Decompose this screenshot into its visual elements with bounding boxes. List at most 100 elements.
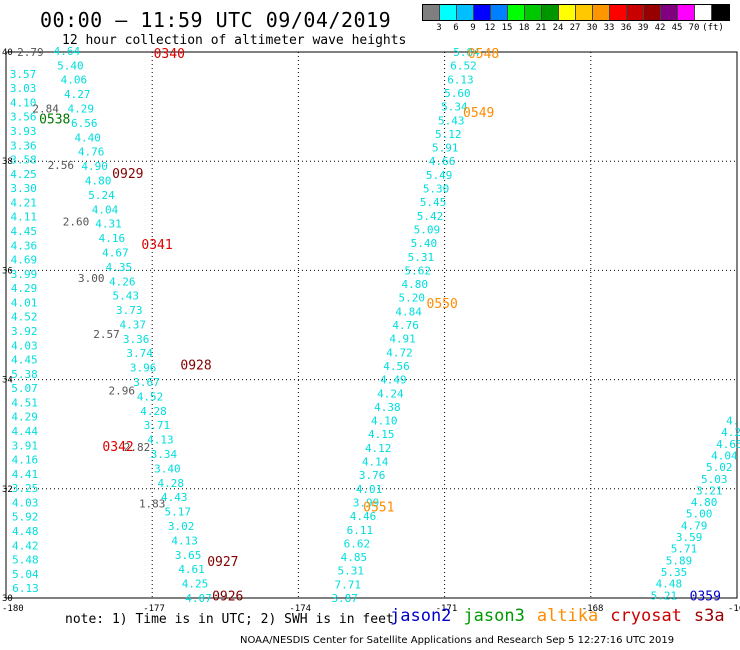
wave-height-value: 5.24 (88, 189, 115, 202)
wave-height-value: 6.13 (447, 73, 474, 86)
wave-height-value: 4.16 (12, 454, 39, 467)
wave-height-value: 5.09 (414, 223, 441, 236)
pass-time-label: 0550 (427, 297, 458, 312)
legend-label: 42 (654, 23, 666, 33)
wave-height-value: 3.99 (353, 496, 380, 509)
wave-height-value: 3.91 (12, 439, 39, 452)
wave-height-value: 2.96 (108, 385, 135, 398)
wave-height-value: 4.26 (109, 275, 136, 288)
wave-height-value: 4.01 (356, 483, 383, 496)
wave-height-value: 4.85 (341, 551, 368, 564)
legend-label: 21 (535, 23, 547, 33)
wave-height-value: 6.56 (71, 117, 98, 130)
legend-swatch (695, 5, 712, 20)
legend-swatch (678, 5, 695, 20)
latitude-label: 40 (2, 48, 13, 58)
legend-label: 9 (470, 23, 476, 33)
wave-height-value: 4.45 (11, 225, 38, 238)
wave-height-value: 7.71 (334, 578, 361, 591)
pass-time-label: 0548 (468, 47, 499, 62)
wave-height-value: 5.42 (417, 210, 444, 223)
wave-height-value: 5.48 (12, 554, 39, 567)
wave-height-value: 4.37 (119, 318, 146, 331)
wave-height-value: 4.67 (102, 246, 129, 259)
latitude-label: 34 (2, 376, 13, 386)
wave-height-value: 4.25 (182, 578, 209, 591)
wave-height-value: 4.13 (171, 534, 198, 547)
legend-label: 3 (436, 23, 442, 33)
wave-height-value: 2.56 (48, 159, 75, 172)
wave-height-value: 4.36 (11, 239, 38, 252)
color-scale-legend: 3 6 9 12 15 18 21 24 27 30 33 36 39 42 45 70 (ft) (422, 4, 730, 33)
wave-height-value: 4.46 (350, 510, 377, 523)
legend-label: 27 (569, 23, 581, 33)
track-time-labels: 0340 0538 0929 0341 0928 0342 0927 0926 0548 0549… (39, 47, 721, 604)
wave-height-value: 6.62 (344, 537, 371, 550)
wave-height-value: 4.43 (161, 491, 188, 504)
wave-height-value: 4.12 (365, 442, 392, 455)
lat-lon-grid (6, 52, 737, 598)
wave-height-value: 4.90 (81, 160, 108, 173)
wave-height-value: 5.21 (651, 589, 678, 602)
wave-height-value: 5.31 (338, 565, 365, 578)
units-note: note: 1) Time is in UTC; 2) SWH is in fe… (65, 612, 394, 627)
wave-height-value: 3.36 (10, 139, 37, 152)
satellite-s3a: s3a (693, 606, 725, 626)
wave-height-value: 4.33 (726, 415, 740, 428)
wave-height-value: 4.04 (92, 203, 119, 216)
longitude-label: -177 (143, 604, 165, 614)
wave-height-value: 3.73 (116, 304, 143, 317)
satellite-jason2: jason2 (390, 606, 452, 626)
legend-swatch (610, 5, 627, 20)
wave-height-value: 5.30 (423, 183, 450, 196)
wave-height-value: 4.28 (158, 477, 185, 490)
pass-time-label: 0549 (463, 106, 494, 121)
wave-height-value: 3.74 (126, 347, 153, 360)
wave-height-value: 5.07 (11, 382, 38, 395)
pass-time-label: 0551 (363, 500, 394, 515)
track-a: 4.645.40 4.064.274.29 6.564.40 4.764.904.80… (54, 45, 212, 605)
wave-height-value: 4.11 (10, 211, 37, 224)
wave-height-value: 4.44 (11, 425, 38, 438)
wave-height-value: 4.65 (716, 438, 740, 451)
track-c: 5.846.526.135.605.345.435.125.914.665.49… (331, 46, 480, 605)
wave-height-value: 4.52 (11, 311, 38, 324)
satellite-jason3: jason3 (463, 606, 525, 626)
wave-height-value: 4.48 (656, 578, 683, 591)
wave-height-value: 4.41 (12, 468, 39, 481)
wave-height-value: 4.24 (377, 387, 404, 400)
wave-height-value: 6.11 (347, 524, 374, 537)
wave-height-value: 4.25 (10, 168, 37, 181)
satellite-altika: altika (536, 606, 599, 626)
legend-labels: 3 6 9 12 15 18 21 24 27 30 33 36 39 42 45 70 (ft) (422, 21, 730, 33)
wave-height-value: 2.60 (63, 215, 90, 228)
pass-time-label: 0359 (690, 589, 721, 604)
wave-height-value: 4.29 (11, 282, 38, 295)
latitude-label: 36 (2, 266, 13, 276)
longitude-label: -16 (728, 604, 740, 614)
wave-height-value: 3.02 (168, 520, 195, 533)
wave-height-value: 3.99 (11, 268, 38, 281)
wave-height-value: 3.21 (696, 484, 723, 497)
latitude-label: 30 (2, 594, 13, 604)
wave-height-value: 3.92 (11, 325, 38, 338)
wave-height-value: 3.65 (175, 549, 202, 562)
wave-height-value: 4.84 (395, 305, 422, 318)
wave-height-value: 5.31 (408, 251, 435, 264)
track-b: 3.573.034.10 3.563.933.36 3.584.253.304.21… (10, 68, 39, 595)
wave-height-value: 4.01 (11, 296, 38, 309)
map-frame (5, 51, 738, 599)
wave-height-value: 3.57 (10, 68, 37, 81)
wave-height-value: 4.38 (374, 401, 401, 414)
wave-height-value: 4.35 (106, 261, 133, 274)
wave-height-value: 4.66 (429, 155, 456, 168)
wave-height-value: 2.79 (17, 46, 44, 59)
legend-label: 39 (637, 23, 649, 33)
wave-height-value: 5.91 (432, 142, 459, 155)
wave-height-value: 5.43 (438, 114, 465, 127)
pass-time-label: 0340 (154, 47, 185, 62)
wave-height-value: 4.21 (10, 196, 37, 209)
wave-height-value: 6.52 (450, 60, 477, 73)
wave-height-value: 3.71 (144, 419, 171, 432)
